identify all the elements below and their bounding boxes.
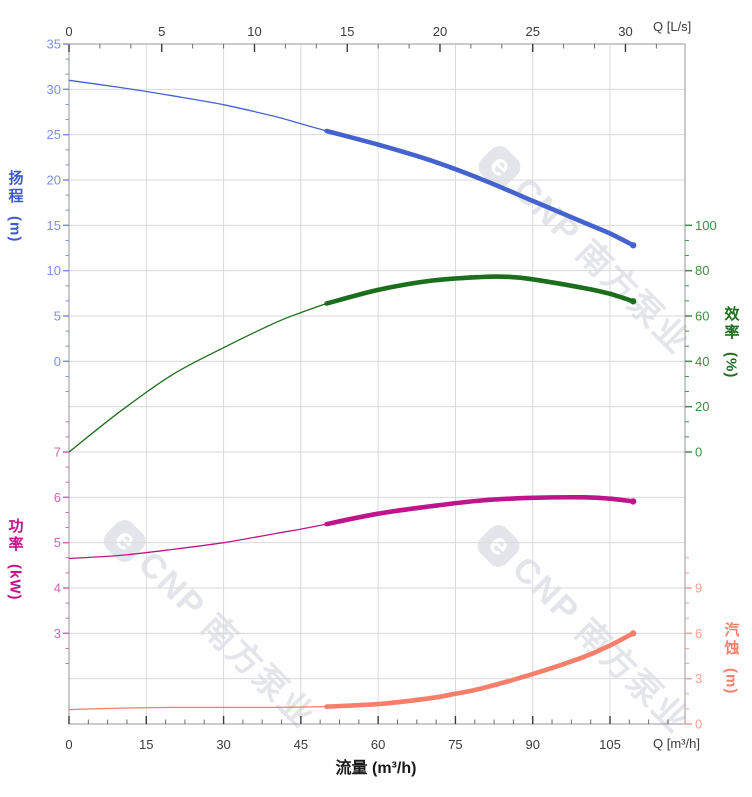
head-curve	[324, 128, 636, 248]
top-axis-unit: Q [L/s]	[653, 19, 692, 34]
top-axis-tick-label: 15	[340, 24, 354, 39]
power-axis-tick-label: 6	[54, 490, 61, 505]
power-axis-title-text: 功率	[6, 518, 24, 554]
efficiency-axis-unit: (%)	[722, 352, 740, 379]
top-axis-tick-label: 0	[65, 24, 72, 39]
head-axis-tick-label: 25	[47, 127, 61, 142]
bottom-axis-tick-label: 45	[294, 737, 308, 752]
head-axis-tick-label: 10	[47, 263, 61, 278]
power-axis-tick-label: 7	[54, 445, 61, 460]
head-axis-unit: (m)	[6, 216, 24, 243]
bottom-axis-tick-label: 0	[65, 737, 72, 752]
bottom-axis-tick-label: 75	[448, 737, 462, 752]
head-axis-tick-label: 15	[47, 218, 61, 233]
head-curve-end-dot	[629, 242, 637, 249]
plot-border	[68, 43, 686, 725]
efficiency-axis-tick-label: 60	[695, 309, 709, 324]
head-axis-tick-label: 30	[47, 82, 61, 97]
npsh-axis-title-text: 汽蚀	[722, 622, 740, 658]
npsh-axis-tick-label: 0	[695, 717, 702, 732]
power-curve-end-dot	[629, 498, 637, 505]
head-axis-tick-label: 5	[54, 309, 61, 324]
npsh-axis-unit: (m)	[722, 668, 740, 695]
head-curve-thin	[68, 79, 327, 132]
efficiency-axis-tick-label: 20	[695, 399, 709, 414]
power-curve-thin	[68, 523, 327, 560]
npsh-curve-end-dot	[629, 630, 637, 637]
head-axis-title-text: 扬程	[6, 170, 24, 206]
efficiency-curve	[324, 274, 636, 306]
npsh-axis-tick-label: 6	[695, 626, 702, 641]
efficiency-axis-tick-label: 100	[695, 218, 717, 233]
npsh-axis-title: 汽蚀 (m)	[722, 622, 740, 695]
head-axis-title: 扬程 (m)	[6, 170, 24, 243]
power-axis-tick-label: 4	[54, 581, 61, 596]
flow-axis-title: 流量 (m³/h)	[335, 760, 417, 777]
efficiency-axis-tick-label: 0	[695, 445, 702, 460]
bottom-axis-unit: Q [m³/h]	[653, 736, 700, 751]
bottom-axis-tick-label: 30	[216, 737, 230, 752]
bottom-axis-tick-label: 90	[525, 737, 539, 752]
bottom-axis-tick-label: 105	[599, 737, 621, 752]
head-axis-tick-label: 35	[47, 37, 61, 52]
efficiency-curve-thin	[68, 302, 327, 453]
power-axis-tick-label: 3	[54, 626, 61, 641]
npsh-axis-tick-label: 9	[695, 581, 702, 596]
efficiency-axis-title: 效率 (%)	[722, 306, 740, 379]
power-axis-unit: (kW)	[6, 564, 24, 601]
npsh-curve	[324, 631, 636, 709]
efficiency-axis-tick-label: 40	[695, 354, 709, 369]
npsh-axis-tick-label: 3	[695, 671, 702, 686]
head-axis-tick-label: 0	[54, 354, 61, 369]
top-axis-tick-label: 10	[247, 24, 261, 39]
efficiency-axis-tick-label: 80	[695, 263, 709, 278]
top-axis-tick-label: 5	[158, 24, 165, 39]
power-axis-title: 功率 (kW)	[6, 518, 24, 601]
head-axis-tick-label: 20	[47, 173, 61, 188]
bottom-axis-tick-label: 15	[139, 737, 153, 752]
power-axis-tick-label: 5	[54, 535, 61, 550]
efficiency-curve-end-dot	[629, 298, 637, 305]
top-axis-tick-label: 20	[433, 24, 447, 39]
power-curve	[324, 494, 636, 527]
efficiency-axis-title-text: 效率	[722, 306, 740, 342]
top-axis-tick-label: 30	[618, 24, 632, 39]
npsh-curve-thin	[68, 705, 327, 711]
top-axis-tick-label: 25	[525, 24, 539, 39]
bottom-axis-tick-label: 60	[371, 737, 385, 752]
